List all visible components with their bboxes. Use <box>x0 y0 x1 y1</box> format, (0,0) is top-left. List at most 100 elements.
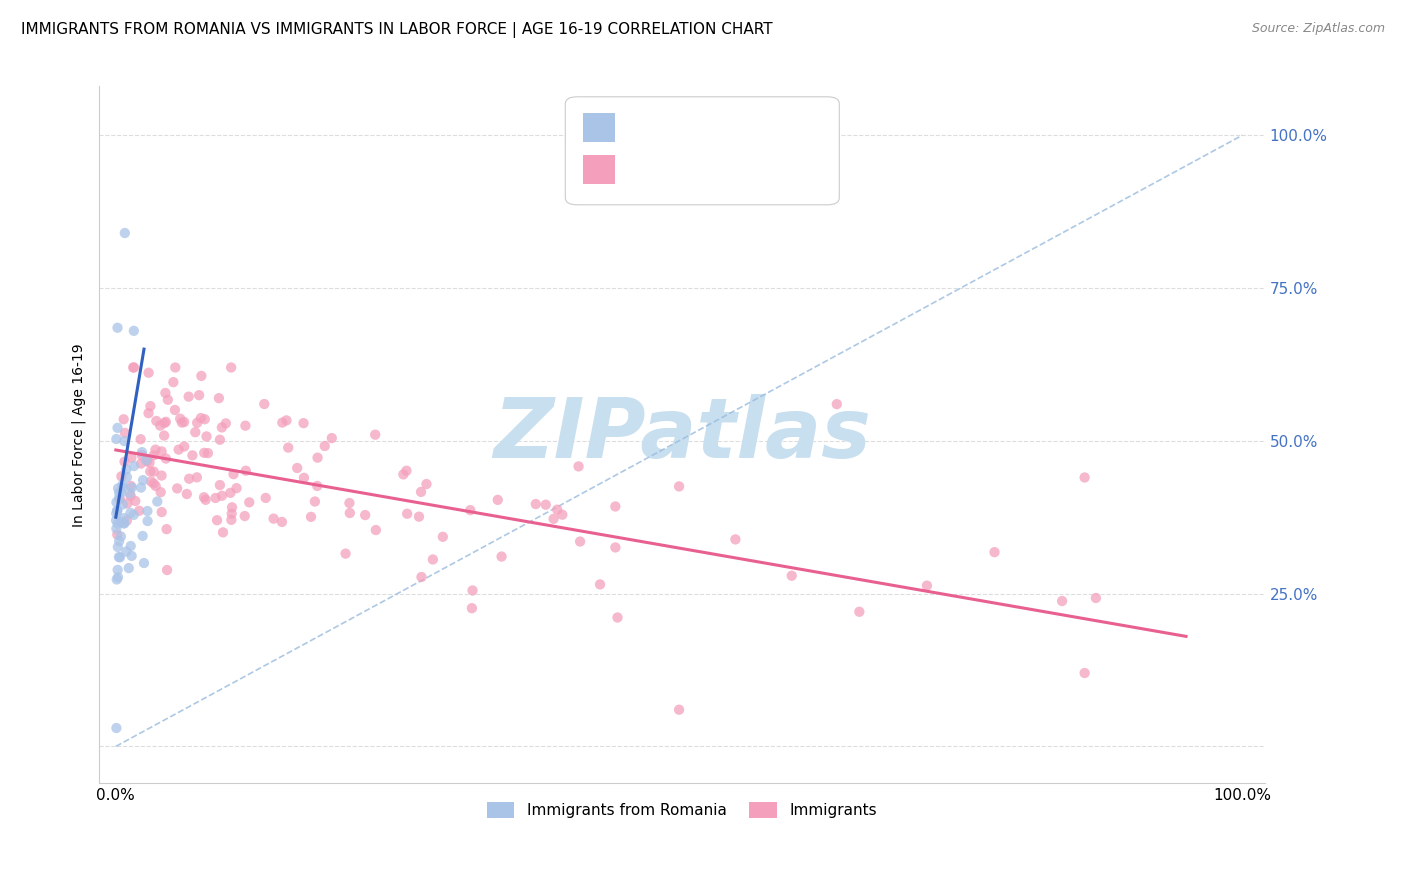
Point <box>121 549 143 563</box>
Point <box>112 511 135 525</box>
Point <box>105 522 128 536</box>
Point <box>221 513 243 527</box>
Point <box>129 481 152 495</box>
Point <box>105 573 128 587</box>
Point <box>212 525 235 540</box>
Point <box>138 456 160 470</box>
Point <box>107 320 129 334</box>
Point <box>111 498 134 512</box>
Point <box>108 485 131 500</box>
Point <box>108 550 131 565</box>
Point <box>221 500 243 515</box>
Point <box>136 514 159 528</box>
FancyBboxPatch shape <box>583 154 616 184</box>
Text: 148: 148 <box>779 154 810 169</box>
Point <box>105 503 128 517</box>
Text: 53: 53 <box>779 112 806 127</box>
Point <box>112 516 135 531</box>
Point <box>221 507 243 521</box>
Point <box>292 416 315 430</box>
Point <box>307 450 329 465</box>
Point <box>395 464 418 478</box>
Point <box>150 444 173 458</box>
Point <box>543 512 565 526</box>
Point <box>193 490 215 504</box>
Point <box>208 391 231 405</box>
Point <box>339 496 361 510</box>
Point <box>173 415 195 429</box>
Point <box>204 491 226 505</box>
Point <box>589 577 612 591</box>
Text: R =: R = <box>627 154 661 169</box>
Point <box>461 601 484 615</box>
Point <box>208 433 231 447</box>
Point <box>114 425 136 440</box>
Point <box>145 442 167 457</box>
Point <box>145 479 167 493</box>
Point <box>131 445 153 459</box>
Point <box>254 491 277 505</box>
Point <box>848 605 870 619</box>
Point <box>285 461 308 475</box>
Point <box>112 434 135 449</box>
Point <box>105 721 128 735</box>
Point <box>110 469 132 483</box>
Point <box>156 522 179 536</box>
Point <box>115 544 138 558</box>
Point <box>105 513 128 527</box>
Point <box>392 467 415 482</box>
Point <box>129 432 152 446</box>
Point <box>105 495 128 509</box>
Point <box>606 610 628 624</box>
Point <box>211 489 233 503</box>
Point <box>138 406 160 420</box>
Point <box>195 429 218 443</box>
Point <box>197 446 219 460</box>
Point <box>110 529 132 543</box>
Point <box>184 425 207 440</box>
Point <box>132 556 155 570</box>
Point <box>136 454 159 468</box>
Point <box>120 450 142 465</box>
Point <box>304 494 326 508</box>
Point <box>142 448 165 462</box>
Point <box>546 502 568 516</box>
Point <box>110 515 132 529</box>
Point <box>276 413 298 427</box>
Point <box>105 504 128 518</box>
Point <box>156 563 179 577</box>
Point <box>219 486 242 500</box>
Point <box>668 703 690 717</box>
Point <box>188 388 211 402</box>
Text: -0.786: -0.786 <box>672 154 725 169</box>
Point <box>124 494 146 508</box>
Point <box>107 421 129 435</box>
Point <box>215 417 238 431</box>
Point <box>162 375 184 389</box>
Legend: Immigrants from Romania, Immigrants: Immigrants from Romania, Immigrants <box>481 796 883 824</box>
Point <box>167 442 190 457</box>
Point <box>915 579 938 593</box>
Point <box>111 480 134 494</box>
Point <box>299 509 322 524</box>
Point <box>108 550 131 565</box>
Point <box>117 496 139 510</box>
Point <box>112 516 135 531</box>
Point <box>605 500 627 514</box>
Point <box>120 506 142 520</box>
Point <box>825 397 848 411</box>
Point <box>491 549 513 564</box>
Point <box>135 453 157 467</box>
Point <box>115 514 138 528</box>
Point <box>142 476 165 491</box>
Point <box>169 411 191 425</box>
Point <box>107 570 129 584</box>
Point <box>146 494 169 508</box>
Text: N=: N= <box>738 112 776 127</box>
Point <box>177 390 200 404</box>
Point <box>155 451 177 466</box>
Point <box>335 547 357 561</box>
Point <box>668 479 690 493</box>
Point <box>120 489 142 503</box>
Point <box>122 324 145 338</box>
